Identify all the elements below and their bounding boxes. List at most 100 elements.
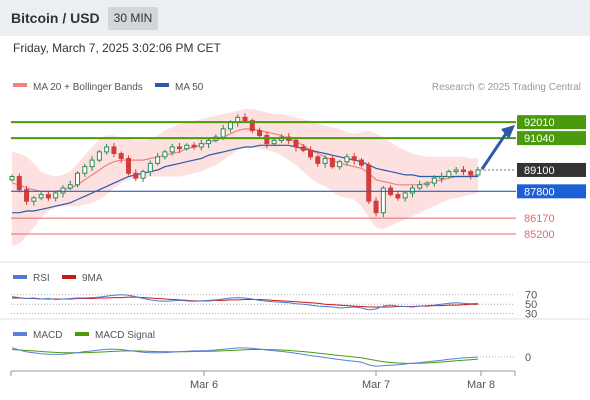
macd-legend: MACD MACD Signal bbox=[13, 330, 155, 341]
pivot-label: 87800 bbox=[524, 186, 555, 198]
candle-body bbox=[373, 200, 379, 214]
candle-body bbox=[89, 159, 95, 168]
candles bbox=[9, 113, 481, 218]
macd-signal-line bbox=[11, 348, 479, 364]
support-label: 85200 bbox=[524, 229, 555, 241]
candle-body bbox=[439, 176, 445, 179]
rsi-level-label: 30 bbox=[525, 309, 537, 321]
candle-body bbox=[125, 157, 132, 174]
candle-body bbox=[402, 192, 408, 199]
candle-body bbox=[293, 139, 299, 148]
ma50-legend-label: MA 50 bbox=[175, 82, 204, 93]
candle-body bbox=[45, 194, 51, 199]
rsi-line bbox=[11, 294, 479, 311]
header-bar: Bitcoin / USD 30 MIN bbox=[0, 0, 590, 36]
candle-body bbox=[417, 184, 423, 189]
rsi-ma-legend-label: 9MA bbox=[82, 273, 103, 284]
candle-body bbox=[184, 144, 190, 150]
candle-body bbox=[424, 182, 430, 186]
x-tick-label: Mar 6 bbox=[190, 379, 218, 391]
candle-body bbox=[242, 116, 248, 122]
candle-body bbox=[24, 189, 30, 202]
candle-body bbox=[176, 146, 182, 150]
candle-body bbox=[366, 164, 372, 202]
resistance-tag bbox=[517, 131, 586, 146]
rsi-legend-label: RSI bbox=[33, 273, 50, 284]
candle-body bbox=[96, 151, 102, 161]
rsi-legend-swatch bbox=[13, 275, 27, 279]
candle-body bbox=[104, 146, 110, 153]
x-axis: Mar 6 Mar 7 Mar 8 bbox=[10, 370, 516, 391]
macd-line bbox=[11, 347, 479, 367]
ma50-legend-swatch bbox=[155, 83, 169, 87]
candle-body bbox=[344, 156, 350, 163]
ma20-legend-label: MA 20 + Bollinger Bands bbox=[33, 82, 143, 93]
candle-body bbox=[9, 176, 15, 181]
candle-body bbox=[475, 169, 481, 176]
rsi-level-label: 70 bbox=[525, 290, 537, 302]
candle-body bbox=[395, 194, 401, 199]
candle-body bbox=[257, 130, 263, 136]
macd-legend-swatch bbox=[13, 332, 27, 336]
candle-body bbox=[147, 162, 153, 173]
candle-body bbox=[191, 144, 197, 148]
arrow-shaft bbox=[480, 131, 509, 170]
price-levels: 92010 91040 89100 87800 86170 85200 bbox=[11, 115, 586, 241]
macd-signal-legend-swatch bbox=[75, 332, 89, 336]
candle-body bbox=[351, 156, 357, 161]
candle-body bbox=[468, 171, 474, 176]
panel-separators bbox=[0, 261, 590, 320]
ma20-line bbox=[11, 128, 479, 192]
x-tick-label: Mar 8 bbox=[467, 379, 495, 391]
candle-body bbox=[308, 149, 314, 158]
candle-body bbox=[409, 187, 415, 194]
candle-body bbox=[75, 172, 81, 186]
direction-arrow bbox=[480, 125, 515, 170]
candle-body bbox=[315, 156, 321, 164]
resistance-label: 91040 bbox=[524, 133, 555, 145]
arrow-head bbox=[501, 125, 515, 140]
ma50-line bbox=[12, 144, 478, 214]
candle-body bbox=[337, 161, 343, 168]
macd-panel: 0 bbox=[11, 347, 531, 367]
macd-legend-label: MACD bbox=[33, 330, 62, 341]
candle-body bbox=[460, 169, 466, 173]
candle-body bbox=[206, 139, 212, 145]
candle-body bbox=[118, 153, 124, 159]
candle-body bbox=[453, 169, 459, 173]
candle-body bbox=[264, 134, 270, 145]
candle-body bbox=[133, 172, 139, 179]
ma20-legend-swatch bbox=[13, 83, 27, 87]
rsi-legend: RSI 9MA bbox=[13, 273, 103, 284]
candle-body bbox=[60, 187, 66, 194]
candle-body bbox=[227, 121, 233, 130]
candle-body bbox=[53, 192, 59, 199]
resistance-label: 92010 bbox=[524, 117, 555, 129]
last-price-label: 89100 bbox=[524, 165, 555, 177]
candle-body bbox=[329, 157, 335, 168]
candle-body bbox=[111, 146, 117, 155]
credit-label: Research © 2025 Trading Central bbox=[432, 82, 581, 93]
candle-body bbox=[431, 177, 437, 184]
instrument-title: Bitcoin / USD bbox=[11, 10, 100, 26]
timeframe-button[interactable]: 30 MIN bbox=[108, 7, 158, 30]
candle-body bbox=[82, 166, 88, 174]
candle-body bbox=[220, 128, 226, 138]
candle-body bbox=[198, 143, 204, 148]
macd-zero-label: 0 bbox=[525, 352, 531, 364]
candle-body bbox=[162, 151, 168, 158]
pivot-tag bbox=[517, 184, 586, 199]
support-label: 86170 bbox=[524, 213, 555, 225]
candle-body bbox=[16, 176, 22, 191]
resistance-tag bbox=[517, 115, 586, 130]
last-price-tag bbox=[517, 162, 586, 177]
candle-body bbox=[358, 159, 365, 166]
date-time: Friday, March 7, 2025 3:02:06 PM CET bbox=[13, 41, 221, 55]
candle-body bbox=[155, 156, 161, 164]
bollinger-band-area bbox=[12, 109, 478, 246]
candle-body bbox=[380, 187, 386, 214]
candle-body bbox=[271, 139, 277, 145]
candle-body bbox=[300, 146, 306, 151]
